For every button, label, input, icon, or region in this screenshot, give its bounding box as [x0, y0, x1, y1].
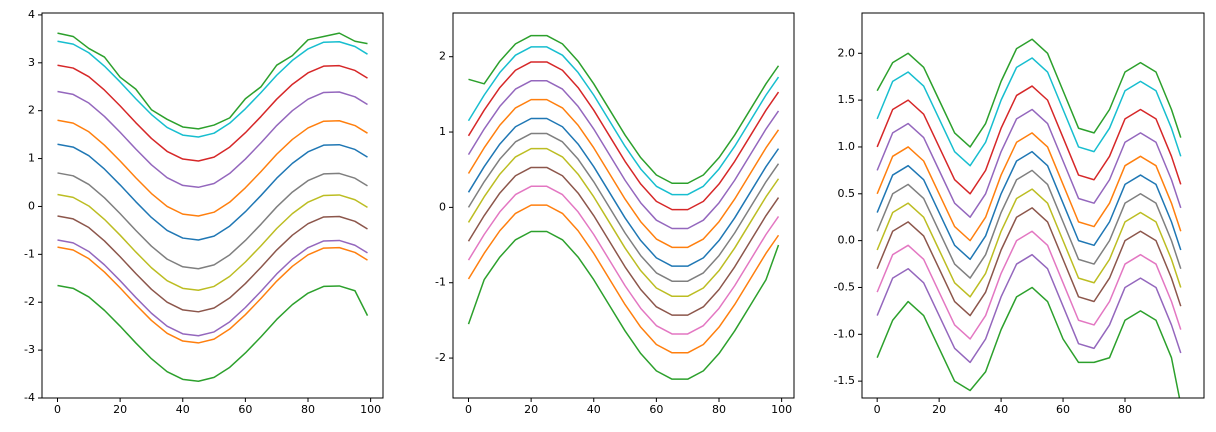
x-tick-label: 40 — [176, 403, 190, 416]
y-tick-label: 1 — [439, 125, 446, 138]
y-tick-label: 0 — [439, 200, 446, 213]
series-line — [876, 169, 1182, 279]
series-line — [876, 253, 1182, 364]
x-tick-label: 40 — [994, 403, 1008, 416]
series-line — [467, 185, 780, 335]
series-line — [467, 166, 780, 316]
series-line — [876, 207, 1182, 317]
axes-frame — [41, 12, 384, 399]
series-line — [876, 188, 1182, 298]
series-line — [467, 98, 780, 249]
y-tick-label: 4 — [28, 8, 35, 21]
series-line — [467, 132, 780, 282]
series-line — [57, 215, 368, 313]
series-line — [876, 85, 1182, 195]
y-tick-label: -1.5 — [834, 374, 855, 387]
y-tick-label: 0.5 — [838, 187, 856, 200]
x-tick-label: 20 — [113, 403, 127, 416]
series-line — [57, 172, 368, 270]
y-tick-label: -1.0 — [834, 327, 855, 340]
y-tick-label: 1.0 — [838, 140, 856, 153]
x-tick-label: 100 — [771, 403, 792, 416]
y-tick-label: -1 — [435, 276, 446, 289]
series-line — [876, 38, 1182, 148]
y-tick-label: -3 — [24, 343, 35, 356]
series-line — [57, 193, 368, 292]
series-line — [57, 90, 368, 189]
x-tick-label: 0 — [54, 403, 61, 416]
y-tick-label: 2 — [439, 50, 446, 63]
series-line — [57, 239, 368, 337]
series-line — [876, 132, 1182, 242]
x-tick-label: 20 — [524, 403, 538, 416]
x-tick-label: 60 — [1056, 403, 1070, 416]
y-tick-label: -4 — [24, 391, 35, 404]
lines — [876, 38, 1182, 398]
series-line — [876, 57, 1182, 167]
series-line — [57, 32, 368, 130]
series-line — [57, 143, 368, 241]
y-tick-label: -0.5 — [834, 280, 855, 293]
series-line — [876, 108, 1182, 218]
axes-frame — [861, 12, 1205, 399]
x-tick-label: 20 — [932, 403, 946, 416]
x-tick-label: 60 — [649, 403, 663, 416]
series-line — [57, 246, 368, 344]
y-tick-label: 2.0 — [838, 46, 856, 59]
y-tick-label: 1.5 — [838, 93, 856, 106]
y-tick-label: 0.0 — [838, 234, 856, 247]
series-line — [467, 147, 780, 298]
series-line — [876, 286, 1181, 398]
y-tick-label: -2 — [435, 351, 446, 364]
series-line — [467, 117, 780, 267]
lines — [467, 34, 780, 380]
x-tick-label: 0 — [874, 403, 881, 416]
panel: 0 20 40 60 80 100 -4 -3 -2 -1 0 1 2 3 4 — [24, 8, 384, 416]
series-line — [57, 284, 369, 382]
series-line — [468, 34, 780, 185]
panel: 0 20 40 60 80 -1.5 -1.0 -0.5 0.0 0.5 1.0 1.5 2.0 — [834, 12, 1205, 416]
series-line — [467, 46, 780, 196]
y-tick-label: -2 — [24, 295, 35, 308]
series-line — [57, 40, 368, 138]
x-tick-label: 80 — [712, 403, 726, 416]
x-tick-label: 40 — [587, 403, 601, 416]
lines — [57, 32, 369, 382]
x-tick-label: 60 — [238, 403, 252, 416]
x-tick-label: 80 — [1118, 403, 1132, 416]
y-tick-label: -1 — [24, 247, 35, 260]
y-tick-label: 1 — [28, 152, 35, 165]
series-line — [467, 61, 780, 211]
y-tick-label: 2 — [28, 104, 35, 117]
series-line — [467, 230, 780, 380]
series-line — [57, 119, 368, 217]
series-line — [876, 150, 1182, 261]
series-line — [467, 80, 780, 230]
x-tick-label: 0 — [465, 403, 472, 416]
y-tick-label: 3 — [28, 56, 35, 69]
panel: 0 20 40 60 80 100 -2 -1 0 1 2 — [435, 12, 795, 416]
series-line — [57, 64, 368, 162]
x-tick-label: 80 — [301, 403, 315, 416]
x-tick-label: 100 — [360, 403, 381, 416]
y-tick-label: 0 — [28, 199, 35, 212]
axes-frame — [452, 12, 795, 399]
series-line — [876, 230, 1182, 340]
series-line — [467, 204, 780, 354]
